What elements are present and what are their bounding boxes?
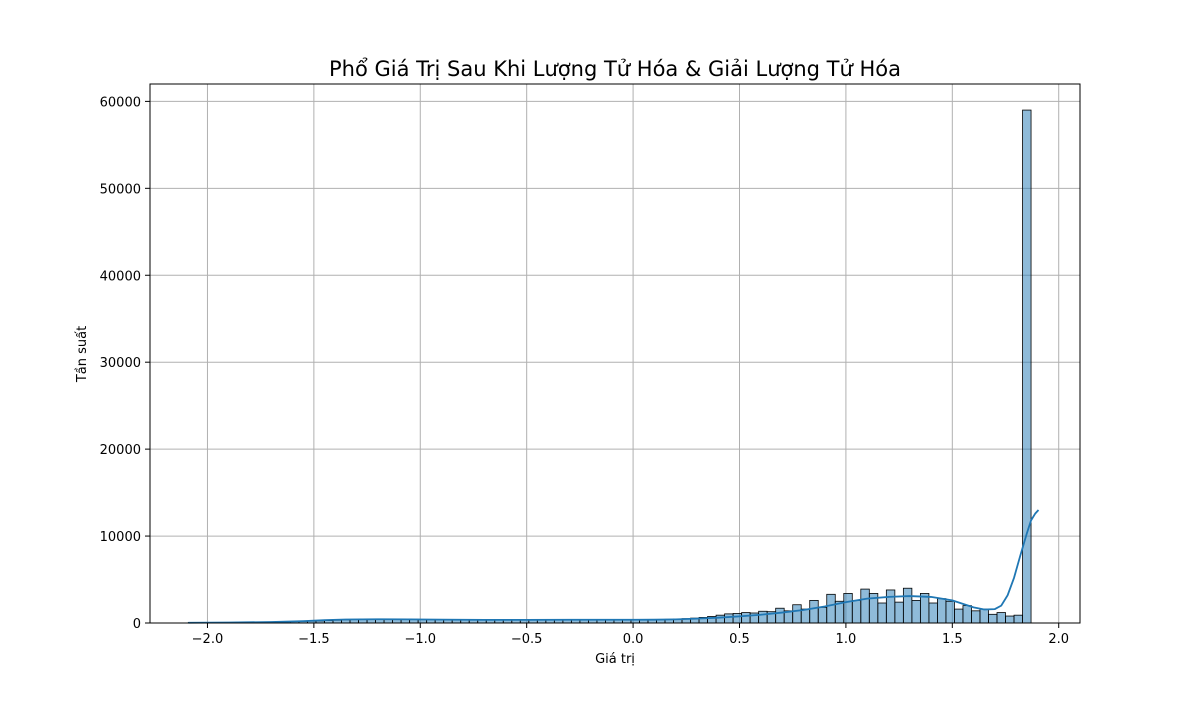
x-tick-label: 1.5 <box>942 632 963 647</box>
histogram-bar <box>911 599 921 624</box>
histogram-bar <box>962 605 972 624</box>
histogram-bar <box>1013 614 1023 624</box>
histogram-bar <box>937 598 947 624</box>
histogram-bar <box>800 608 811 624</box>
histogram-bar <box>979 608 989 624</box>
histogram-bar <box>945 600 955 624</box>
histogram-bar <box>988 613 998 624</box>
x-tick-label: 2.0 <box>1048 632 1069 647</box>
histogram-bar <box>902 587 913 624</box>
histogram-bar <box>860 588 870 624</box>
y-tick-label: 50000 <box>100 182 141 197</box>
x-tick-label: 0.0 <box>623 632 644 647</box>
histogram-bar <box>826 593 836 624</box>
y-tick-label: 10000 <box>100 530 141 545</box>
histogram-bar <box>954 608 964 624</box>
x-tick-label: −1.0 <box>404 632 436 647</box>
y-tick-label: 40000 <box>100 269 141 284</box>
chart-title: Phổ Giá Trị Sau Khi Lượng Tử Hóa & Giải … <box>329 57 901 81</box>
y-tick-label: 0 <box>133 617 141 632</box>
histogram-bar <box>996 612 1006 624</box>
histogram-bar <box>928 602 938 624</box>
x-tick-label: −0.5 <box>511 632 543 647</box>
x-tick-label: 1.0 <box>836 632 857 647</box>
histogram-bar <box>817 606 828 624</box>
histogram-bar <box>919 593 930 624</box>
x-axis-label: Giá trị <box>595 652 635 667</box>
x-tick-label: −2.0 <box>192 632 224 647</box>
histogram-bar <box>894 601 904 624</box>
x-tick-label: −1.5 <box>298 632 330 647</box>
y-tick-label: 60000 <box>100 95 141 110</box>
histogram-bar <box>758 610 768 624</box>
histogram-bar <box>877 602 887 624</box>
plot-frame <box>149 83 1081 624</box>
y-axis-label: Tần suất <box>75 326 90 383</box>
histogram-bar <box>885 589 896 624</box>
histogram-bar <box>732 613 743 624</box>
kde-curve <box>188 509 1040 624</box>
histogram-bar <box>775 607 785 624</box>
x-axis: −2.0 −1.5 −1.0 −0.5 0.0 0.5 1.0 1.5 2.0 <box>192 623 1069 647</box>
histogram-bar <box>843 593 853 624</box>
histogram-bar <box>1005 615 1015 624</box>
histogram-bar <box>741 612 751 624</box>
y-axis: 0 10000 20000 30000 40000 50000 60000 <box>100 95 150 632</box>
histogram-bar <box>724 613 734 624</box>
histogram-bar <box>851 599 862 624</box>
x-tick-label: 0.5 <box>729 632 750 647</box>
y-tick-label: 20000 <box>100 443 141 458</box>
y-tick-label: 30000 <box>100 356 141 371</box>
histogram-bar <box>809 599 819 624</box>
histogram-bar <box>715 614 725 624</box>
histogram-bar <box>971 610 981 624</box>
histogram-bar <box>792 604 802 624</box>
